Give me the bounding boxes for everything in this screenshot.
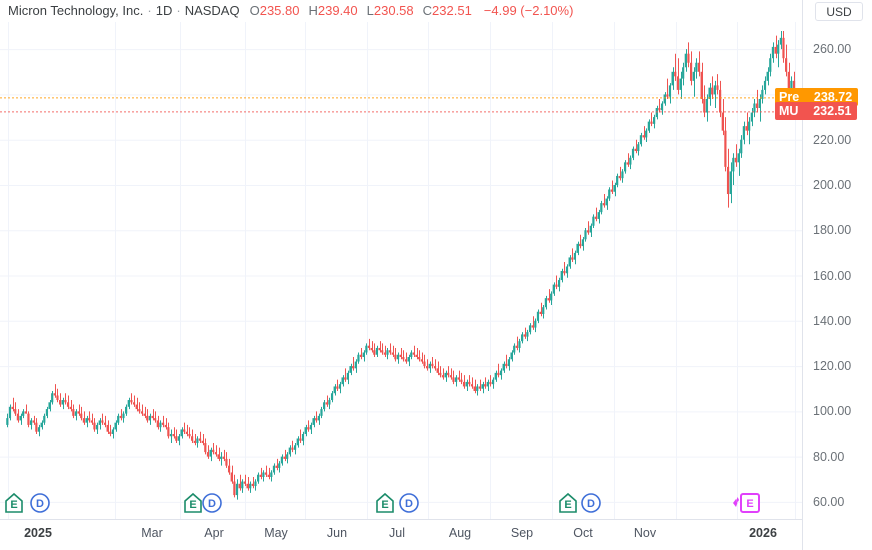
time-tick: Mar (141, 526, 163, 540)
high-value: 239.40 (317, 3, 358, 18)
price-tick: 100.00 (813, 404, 852, 419)
svg-text:E: E (564, 499, 571, 511)
symbol-name[interactable]: Micron Technology, Inc. (8, 3, 144, 18)
svg-text:E: E (10, 499, 17, 511)
price-badge-premarket[interactable]: Pre 238.72 (775, 88, 859, 107)
svg-text:D: D (208, 498, 216, 510)
earnings-marker-icon[interactable]: E (558, 492, 578, 519)
dividend-marker-icon[interactable]: D (29, 492, 51, 519)
upcoming-earnings-marker-icon[interactable]: E (729, 492, 761, 519)
currency-label[interactable]: USD (815, 2, 863, 21)
price-tick: 220.00 (813, 132, 852, 147)
price-badge-value: 232.51 (802, 102, 858, 121)
price-tick: 60.00 (813, 494, 845, 509)
time-tick: Jul (389, 526, 405, 540)
low-value: 230.58 (373, 3, 414, 18)
time-tick: Apr (204, 526, 224, 540)
time-tick: Sep (510, 526, 534, 540)
interval-label[interactable]: 1D (155, 3, 173, 18)
earnings-marker-icon[interactable]: E (183, 492, 203, 519)
close-value: 232.51 (432, 3, 472, 18)
high-label: H (308, 3, 318, 18)
price-tick: 140.00 (813, 313, 852, 328)
dividend-marker-icon[interactable]: D (201, 492, 223, 519)
price-tick: 260.00 (813, 42, 852, 57)
low-label: L (366, 3, 374, 18)
open-value: 235.80 (259, 3, 300, 18)
price-badge-last-price[interactable]: MU 232.51 (775, 102, 858, 121)
exchange-label: NASDAQ (184, 3, 240, 18)
price-axis-divider (802, 0, 803, 550)
price-tick: 160.00 (813, 268, 852, 283)
ohlc-values: O235.80 H239.40 L230.58 C232.51 (250, 2, 472, 20)
price-tick: 200.00 (813, 177, 852, 192)
open-label: O (249, 3, 260, 18)
price-tick: 120.00 (813, 359, 852, 374)
price-axis[interactable]: USD 260.00 220.00 200.00 180.00 160.00 140.00… (775, 0, 872, 550)
price-badge-tag: MU (775, 102, 803, 121)
svg-text:D: D (36, 498, 44, 510)
time-tick: 2026 (749, 526, 777, 540)
open-pair: O235.80 (250, 2, 300, 20)
low-pair: L230.58 (367, 2, 414, 20)
legend-separator-2: · (176, 3, 181, 18)
price-badge-tag: Pre (775, 88, 804, 107)
price-badge-value: 238.72 (803, 88, 859, 107)
candlestick-plot[interactable] (0, 22, 802, 520)
plot-svg (0, 22, 802, 520)
svg-text:D: D (587, 498, 595, 510)
dividend-marker-icon[interactable]: D (580, 492, 602, 519)
time-tick: May (264, 526, 288, 540)
time-tick: Aug (448, 526, 472, 540)
time-tick: Nov (633, 526, 657, 540)
close-label: C (422, 3, 433, 18)
close-pair: C232.51 (423, 2, 472, 20)
svg-text:E: E (381, 499, 388, 511)
chart-legend: Micron Technology, Inc. · 1D · NASDAQ O2… (8, 2, 573, 20)
dividend-marker-icon[interactable]: D (398, 492, 420, 519)
change-value: −4.99 (−2.10%) (483, 3, 574, 18)
time-tick: Oct (573, 526, 593, 540)
svg-text:D: D (405, 498, 413, 510)
svg-text:E: E (746, 498, 753, 510)
earnings-marker-icon[interactable]: E (375, 492, 395, 519)
high-pair: H239.40 (308, 2, 357, 20)
time-axis-rule (0, 519, 802, 520)
price-tick: 180.00 (813, 223, 852, 238)
time-axis[interactable]: 2025 Mar Apr May Jun Jul Aug Sep Oct Nov 2026 (0, 520, 802, 550)
svg-text:E: E (189, 499, 196, 511)
time-tick: 2025 (24, 526, 52, 540)
time-tick: Jun (326, 526, 348, 540)
price-tick: 80.00 (813, 449, 845, 464)
legend-separator-1: · (147, 3, 152, 18)
earnings-marker-icon[interactable]: E (4, 492, 24, 519)
